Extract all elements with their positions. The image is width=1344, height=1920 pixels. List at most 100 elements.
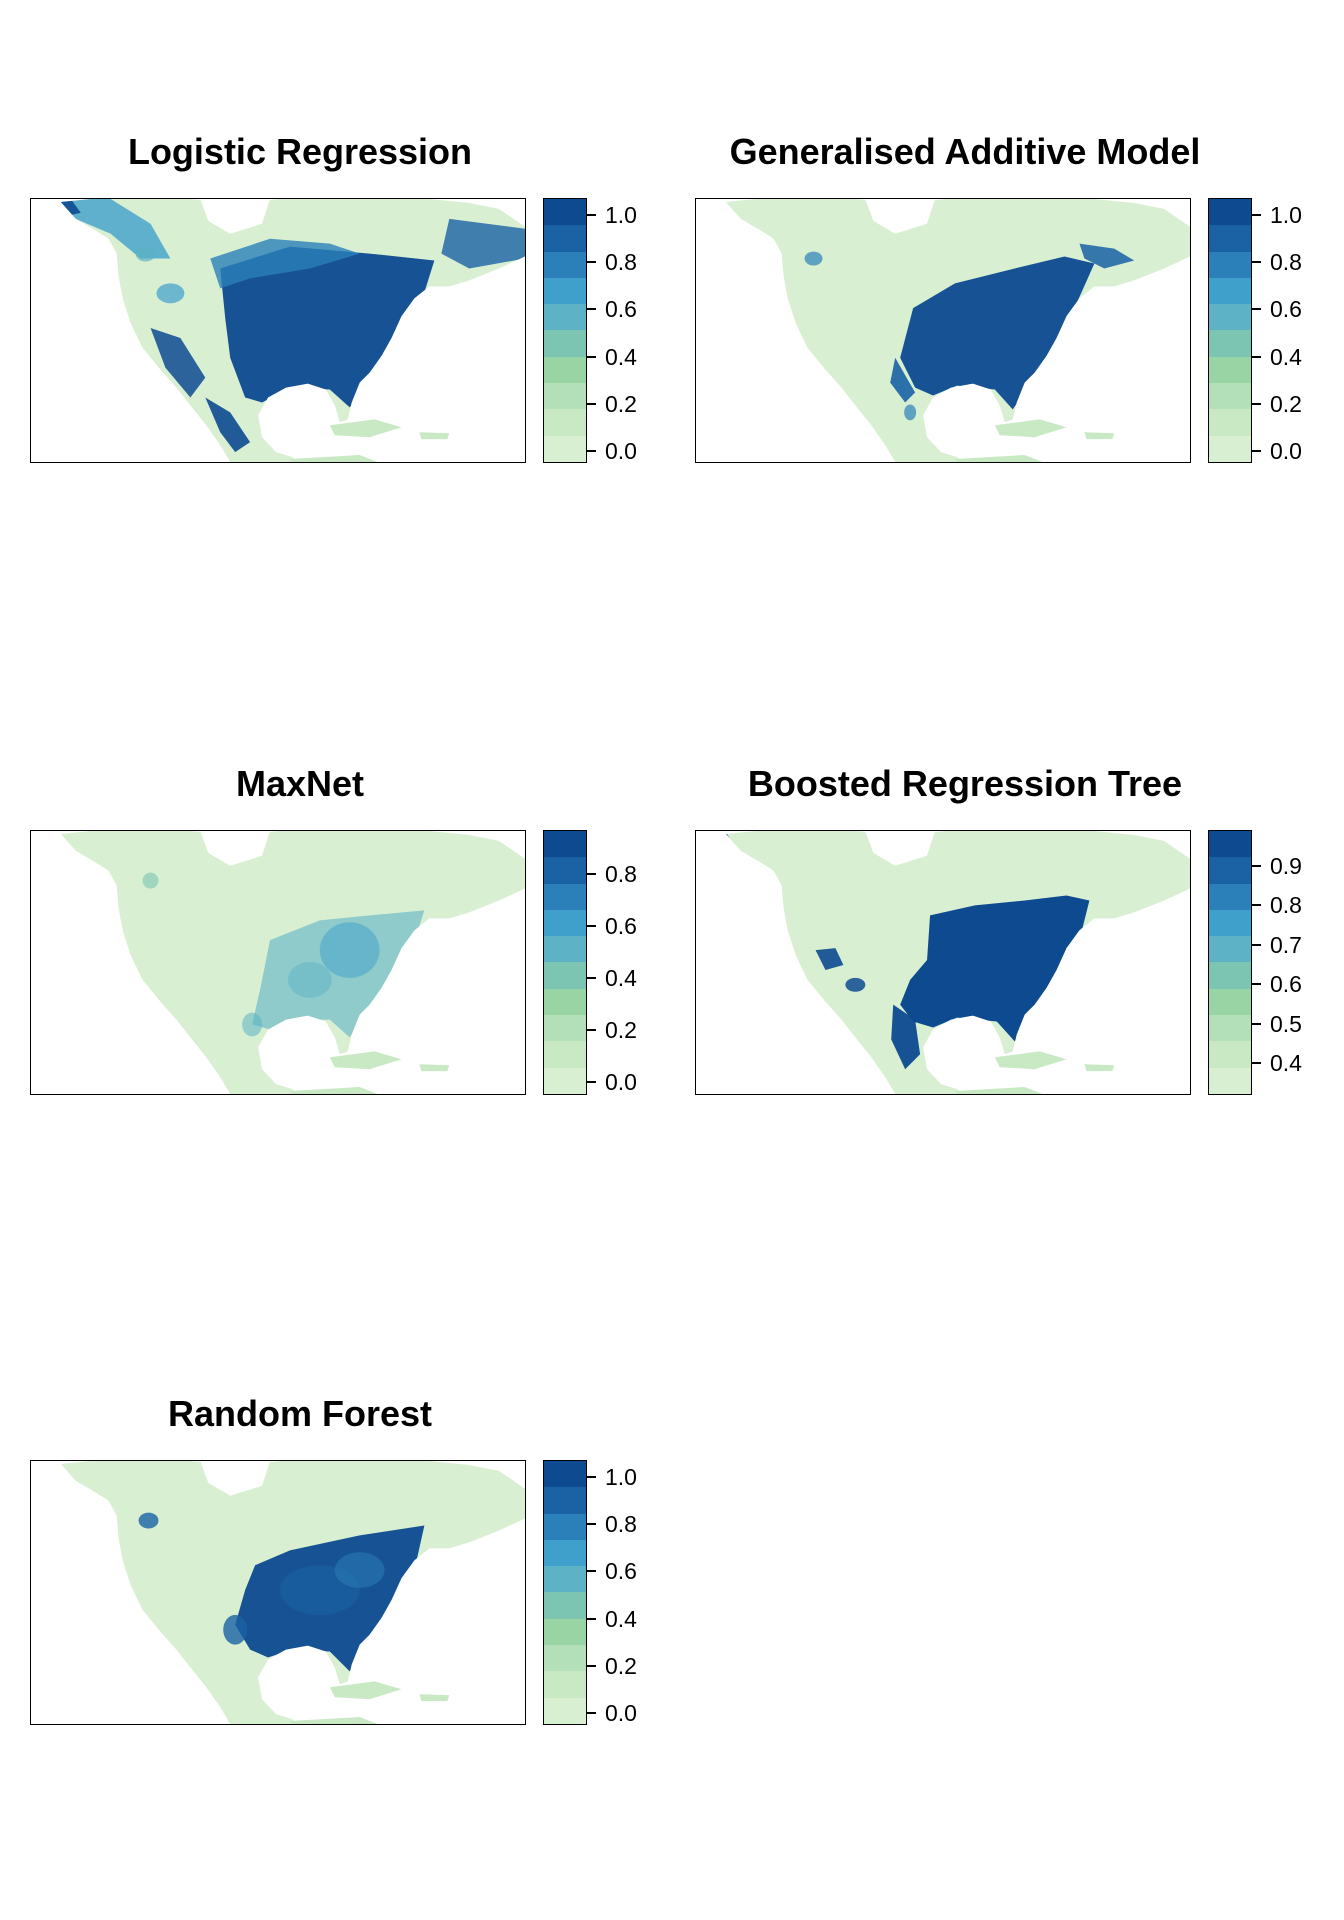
hudson-bay xyxy=(865,199,936,234)
legend-swatch xyxy=(1209,857,1251,884)
legend-swatch xyxy=(544,962,586,989)
legend-swatch xyxy=(1209,1015,1251,1042)
caribbean-island xyxy=(1084,1064,1115,1072)
legend-swatch xyxy=(544,909,586,937)
legend-tick-mark xyxy=(1252,308,1261,311)
legend-tick-mark xyxy=(587,402,596,405)
legend-swatch xyxy=(1209,225,1251,252)
legend-tick-mark xyxy=(1252,983,1261,986)
legend-tick-label: 0.6 xyxy=(1270,296,1302,323)
legend-tick-mark xyxy=(587,1570,596,1573)
legend-ticks: 0.8 0.6 0.4 0.2 0.0 xyxy=(587,830,667,1095)
legend-swatch xyxy=(544,1697,586,1724)
probability-blob xyxy=(97,1545,114,1586)
legend-tick-label: 0.6 xyxy=(605,296,637,323)
legend-tick-mark xyxy=(1252,213,1261,216)
high-probability-region xyxy=(242,1012,263,1037)
caribbean-island xyxy=(954,455,1043,462)
high-probability-region xyxy=(815,948,844,970)
probability-map xyxy=(30,198,526,463)
high-probability-region xyxy=(210,238,360,289)
legend-swatch xyxy=(1209,1067,1251,1094)
legend-swatch xyxy=(544,356,586,384)
probability-blob xyxy=(156,283,185,304)
legend-swatch xyxy=(544,831,586,858)
high-probability-region xyxy=(725,885,776,921)
legend-tick-label: 0.0 xyxy=(605,1069,637,1095)
probability-blob xyxy=(142,872,159,889)
probability-layer xyxy=(804,243,1135,421)
probability-layer xyxy=(60,199,525,453)
legend-swatch xyxy=(1209,304,1251,331)
legend-swatch xyxy=(544,857,586,884)
legend-swatch xyxy=(1209,330,1251,357)
probability-blob xyxy=(321,1701,338,1718)
legend-swatch xyxy=(1209,435,1251,462)
panel-random-forest: Random Forest 1.0 0.8 0.6 0.4 0.2 0.0 xyxy=(0,1392,660,1772)
legend-tick-mark xyxy=(587,873,596,876)
legend-tick-label: 0.6 xyxy=(1270,971,1302,998)
hudson-bay xyxy=(200,831,271,866)
legend-tick-mark xyxy=(587,355,596,358)
legend-tick-label: 0.2 xyxy=(605,1652,637,1679)
legend-tick-label: 0.4 xyxy=(605,343,637,370)
legend-swatch xyxy=(544,383,586,410)
caribbean-island xyxy=(419,1694,450,1702)
legend-swatch xyxy=(1209,383,1251,410)
caribbean-island xyxy=(994,1051,1067,1070)
probability-map xyxy=(695,198,1191,463)
legend-tick-mark xyxy=(1252,402,1261,405)
high-probability-region xyxy=(287,962,332,998)
high-probability-region xyxy=(1079,243,1135,269)
legend-tick-label: 1.0 xyxy=(1270,201,1302,228)
caribbean-island xyxy=(954,1087,1043,1094)
caribbean-island xyxy=(419,432,450,440)
probability-blob xyxy=(804,251,823,266)
legend-swatch xyxy=(544,1461,586,1488)
legend-swatch xyxy=(544,1671,586,1698)
legend-tick-label: 0.7 xyxy=(1270,931,1302,958)
caribbean-island xyxy=(419,1064,450,1072)
legend-tick-mark xyxy=(1252,450,1261,453)
legend-swatch xyxy=(544,1539,586,1567)
probability-map xyxy=(695,830,1191,1095)
high-probability-region xyxy=(223,1614,248,1645)
panel-title: Logistic Regression xyxy=(127,131,473,172)
legend-swatch xyxy=(544,409,586,436)
legend-tick-mark xyxy=(587,977,596,980)
legend-tick-mark xyxy=(587,1475,596,1478)
legend-swatch xyxy=(1209,988,1251,1016)
legend-tick-label: 1.0 xyxy=(605,201,637,228)
legend-tick-label: 1.0 xyxy=(605,1463,637,1490)
color-legend xyxy=(543,198,587,463)
caribbean-island xyxy=(289,1087,378,1094)
legend-swatch xyxy=(544,1645,586,1672)
legend-tick-label: 0.5 xyxy=(1270,1010,1302,1037)
legend-tick-label: 0.8 xyxy=(605,1510,637,1537)
legend-swatch xyxy=(1209,962,1251,989)
hudson-bay xyxy=(200,1461,271,1496)
legend-swatch xyxy=(544,251,586,278)
legend-tick-mark xyxy=(1252,260,1261,263)
legend-tick-mark xyxy=(587,213,596,216)
legend-tick-mark xyxy=(587,1712,596,1715)
panel-title: Random Forest xyxy=(167,1393,433,1434)
legend-tick-mark xyxy=(1252,943,1261,946)
legend-tick-mark xyxy=(1252,355,1261,358)
legend-swatch xyxy=(544,1566,586,1593)
legend-ticks: 0.9 0.8 0.7 0.6 0.5 0.4 xyxy=(1252,830,1332,1095)
high-probability-region xyxy=(890,357,916,403)
legend-swatch xyxy=(544,277,586,305)
legend-tick-mark xyxy=(1252,1022,1261,1025)
legend-tick-mark xyxy=(587,1617,596,1620)
legend-swatch xyxy=(544,304,586,331)
legend-tick-label: 0.0 xyxy=(605,438,637,465)
legend-swatch xyxy=(544,225,586,252)
caribbean-island xyxy=(329,1681,402,1700)
legend-tick-mark xyxy=(1252,864,1261,867)
high-probability-region xyxy=(891,1004,921,1070)
high-probability-region xyxy=(334,1552,385,1589)
legend-swatch xyxy=(1209,356,1251,384)
panel-boosted-regression-tree: Boosted Regression Tree 0.9 0.8 0.7 0.6 0.5 0… xyxy=(665,762,1325,1142)
map-canvas xyxy=(60,831,525,1094)
